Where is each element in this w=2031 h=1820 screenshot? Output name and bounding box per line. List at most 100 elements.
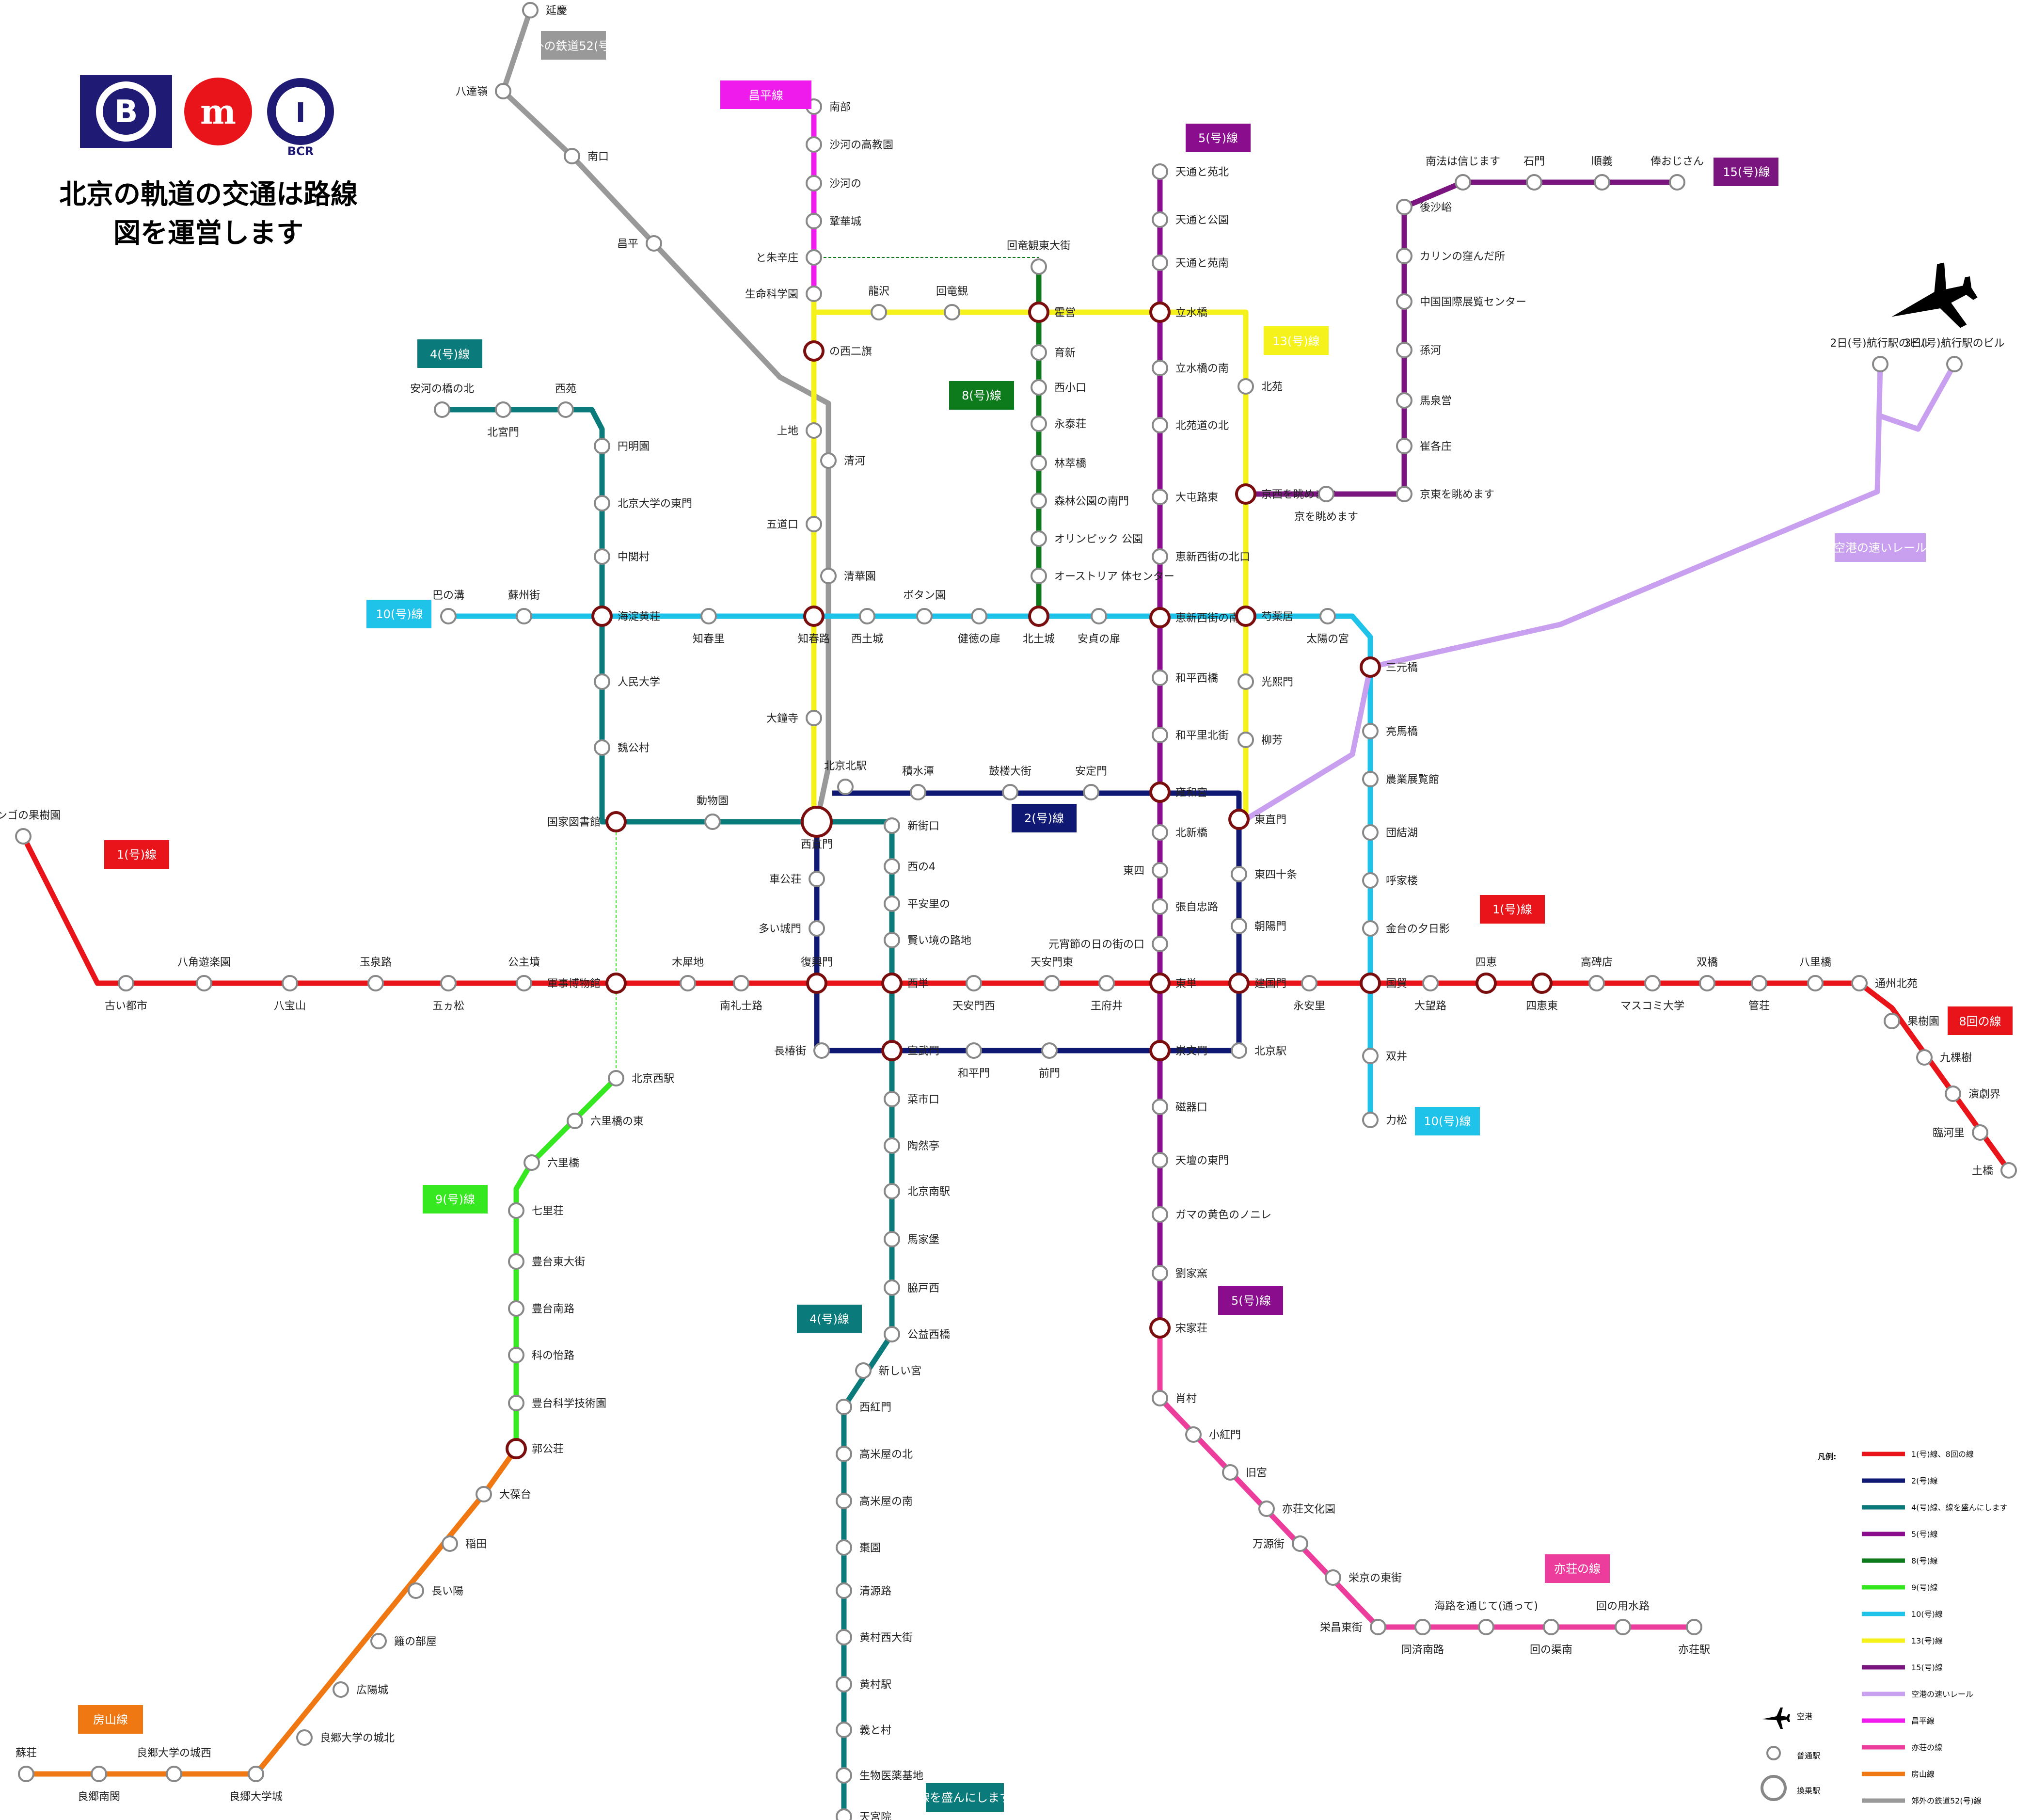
station-xiaocun[interactable]: 肖村 [1152,1390,1197,1406]
station-huoying[interactable]: 霍営 [1028,302,1076,323]
station-linheli[interactable]: 臨河里 [1933,1124,1988,1141]
station-ciqu[interactable]: 回の用水路 [1596,1600,1650,1635]
station-dongzhimen[interactable]: 東直門 [1228,809,1286,830]
station-beitucheng[interactable]: 北土城 [1023,606,1055,645]
station-ping-anli[interactable]: 平安里の [884,895,950,912]
station-shunyi[interactable]: 順義 [1591,156,1613,191]
station-suzhoujie[interactable]: 蘇州街 [508,590,540,624]
station-guoyuan[interactable]: 果樹園 [1884,1013,1939,1029]
station-wangfujing[interactable]: 王府井 [1091,975,1123,1012]
station-gongwa[interactable]: 鞏華城 [806,213,861,229]
station-qingyuanlu[interactable]: 清源路 [836,1582,891,1599]
station-nlc[interactable]: 国家図書館 [547,811,627,832]
station-babaoshan[interactable]: 八宝山 [274,975,306,1012]
station-jiaomen-w[interactable]: 脇戸西 [884,1279,939,1296]
station-zhangzizhong[interactable]: 張自忠路 [1152,898,1218,915]
station-wanyuan[interactable]: 万源街 [1253,1535,1308,1552]
station-taoranting[interactable]: 陶然亭 [884,1137,939,1154]
station-olympic-center[interactable]: オーストリア 体センター [1031,568,1174,584]
station-liangxiang-w[interactable]: 良郷大学の城西 [137,1747,211,1782]
station-t2[interactable]: 2日(号)航行駅のビル [1830,337,1931,372]
station-puhuangyu[interactable]: ガマの黄色のノニレ [1152,1206,1271,1223]
station-liuliqiao-e[interactable]: 六里橋の東 [567,1113,644,1129]
station-xizhimen[interactable]: 西直門 [801,806,833,851]
station-forest[interactable]: 森林公園の南門 [1031,493,1129,509]
station-wudaokou[interactable]: 五道口 [766,516,822,532]
station-fengtai-park[interactable]: 豊台科学技術園 [508,1395,606,1411]
station-huaru[interactable]: カリンの窪んだ所 [1396,248,1505,264]
station-liangma[interactable]: 亮馬橋 [1362,723,1418,739]
station-guogongzhuang[interactable]: 郭公荘 [506,1438,564,1459]
station-agri[interactable]: 農業展覧館 [1362,771,1439,787]
station-lishuiqiao-s[interactable]: 立水橋の南 [1152,360,1229,376]
station-tiananmen-w[interactable]: 天安門西 [952,975,995,1012]
station-huixin-n[interactable]: 恵新西街の北口 [1152,548,1250,565]
station-shuangqiao[interactable]: 双橋 [1697,957,1718,991]
station-qinghe[interactable]: 清河 [820,452,865,469]
station-tongji-s[interactable]: 同済南路 [1401,1619,1444,1656]
station-zhichunlu[interactable]: 知春路 [798,606,830,645]
station-guangximen[interactable]: 光熙門 [1238,673,1293,690]
station-tiantan[interactable]: 天壇の東門 [1152,1152,1229,1168]
station-shimen[interactable]: 石門 [1523,156,1545,191]
station-houshayu[interactable]: 後沙峪 [1396,199,1452,215]
station-apple[interactable]: リンゴの果樹園 [0,810,61,845]
station-badaling[interactable]: 八達嶺 [456,83,511,99]
station-expo[interactable]: 中国国際展覧センター [1396,293,1526,310]
station-nankou[interactable]: 南口 [564,148,609,164]
station-zoo[interactable]: 動物園 [697,795,729,830]
station-xitucheng[interactable]: 西土城 [851,608,883,645]
station-hepingmen[interactable]: 和平門 [958,1042,990,1080]
station-tsinghua[interactable]: 清華園 [820,568,876,584]
station-rongchang-e[interactable]: 栄昌東街 [1320,1619,1386,1635]
station-maquanying[interactable]: 馬泉営 [1396,392,1452,409]
station-datun[interactable]: 大屯路東 [1152,489,1218,505]
station-jiande[interactable]: 健徳の扉 [958,608,1000,645]
station-gaomidian-n[interactable]: 高米屋の北 [836,1446,913,1462]
station-anheqiao[interactable]: 安河の橋の北 [410,383,474,418]
station-shuangjing[interactable]: 双井 [1362,1048,1407,1064]
station-dongsishitiao[interactable]: 東四十条 [1231,866,1297,882]
station-fengtai-nl[interactable]: 豊台南路 [508,1300,574,1317]
station-dawang[interactable]: 大望路 [1414,975,1446,1012]
station-fuchengmen[interactable]: 多い城門 [759,920,825,937]
station-huangcun[interactable]: 黄村駅 [836,1676,891,1692]
station-tongzhou-n[interactable]: 通州北苑 [1851,975,1918,991]
station-guomao[interactable]: 国貿 [1360,973,1407,994]
station-zaoyuan[interactable]: 棗園 [836,1539,881,1556]
station-jintai[interactable]: 金台の夕日影 [1362,920,1450,937]
station-chaoyangmen[interactable]: 朝陽門 [1231,918,1286,934]
station-guanzhuang[interactable]: 管荘 [1748,975,1770,1012]
station-jishuitan[interactable]: 積水潭 [902,766,934,800]
station-yizhuang-st[interactable]: 亦荘駅 [1678,1619,1710,1656]
station-yuxin[interactable]: 育新 [1031,344,1076,361]
station-changyang[interactable]: 長い陽 [408,1582,463,1599]
station-daotian[interactable]: 稲田 [442,1535,487,1552]
station-yongtai[interactable]: 永泰荘 [1031,415,1086,432]
station-yanqing[interactable]: 延慶 [522,2,567,18]
station-baliqiao[interactable]: 八里橋 [1799,957,1831,991]
station-beijing-north[interactable]: 北京北駅 [824,760,867,795]
station-yihe[interactable]: 義と村 [836,1722,891,1738]
station-dongdan[interactable]: 東単 [1149,973,1197,994]
station-fuxingmen[interactable]: 復興門 [801,957,833,994]
station-anzhen[interactable]: 安貞の扉 [1078,608,1120,645]
station-qilizhuang[interactable]: 七里荘 [508,1202,564,1219]
station-cuc[interactable]: マスコミ大学 [1620,975,1684,1012]
station-sihui[interactable]: 四恵 [1476,957,1497,994]
station-weigongcun[interactable]: 魏公村 [594,739,650,756]
station-sunhe[interactable]: 孫河 [1396,342,1441,358]
station-zhuxinzhuang[interactable]: と朱辛庄 [756,249,822,266]
station-dazhongsi[interactable]: 大鐘寺 [766,710,822,726]
station-cishikou[interactable]: 磁器口 [1152,1099,1207,1115]
station-lingjing[interactable]: 賢い境の路地 [884,932,971,948]
station-cuigezhuang[interactable]: 崔各庄 [1396,438,1452,454]
station-xixiaokou[interactable]: 西小口 [1031,379,1086,396]
station-suzhuang[interactable]: 蘇荘 [16,1747,37,1782]
station-tiantong-n[interactable]: 天通と苑北 [1152,163,1229,180]
station-tiantong[interactable]: 天通と公園 [1152,211,1229,228]
station-sanyuanqiao[interactable]: 三元橋 [1360,656,1418,678]
station-songjiazhuang[interactable]: 宋家荘 [1149,1317,1207,1339]
station-jinsong[interactable]: 力松 [1362,1112,1407,1128]
station-shangdi[interactable]: 上地 [777,422,822,439]
